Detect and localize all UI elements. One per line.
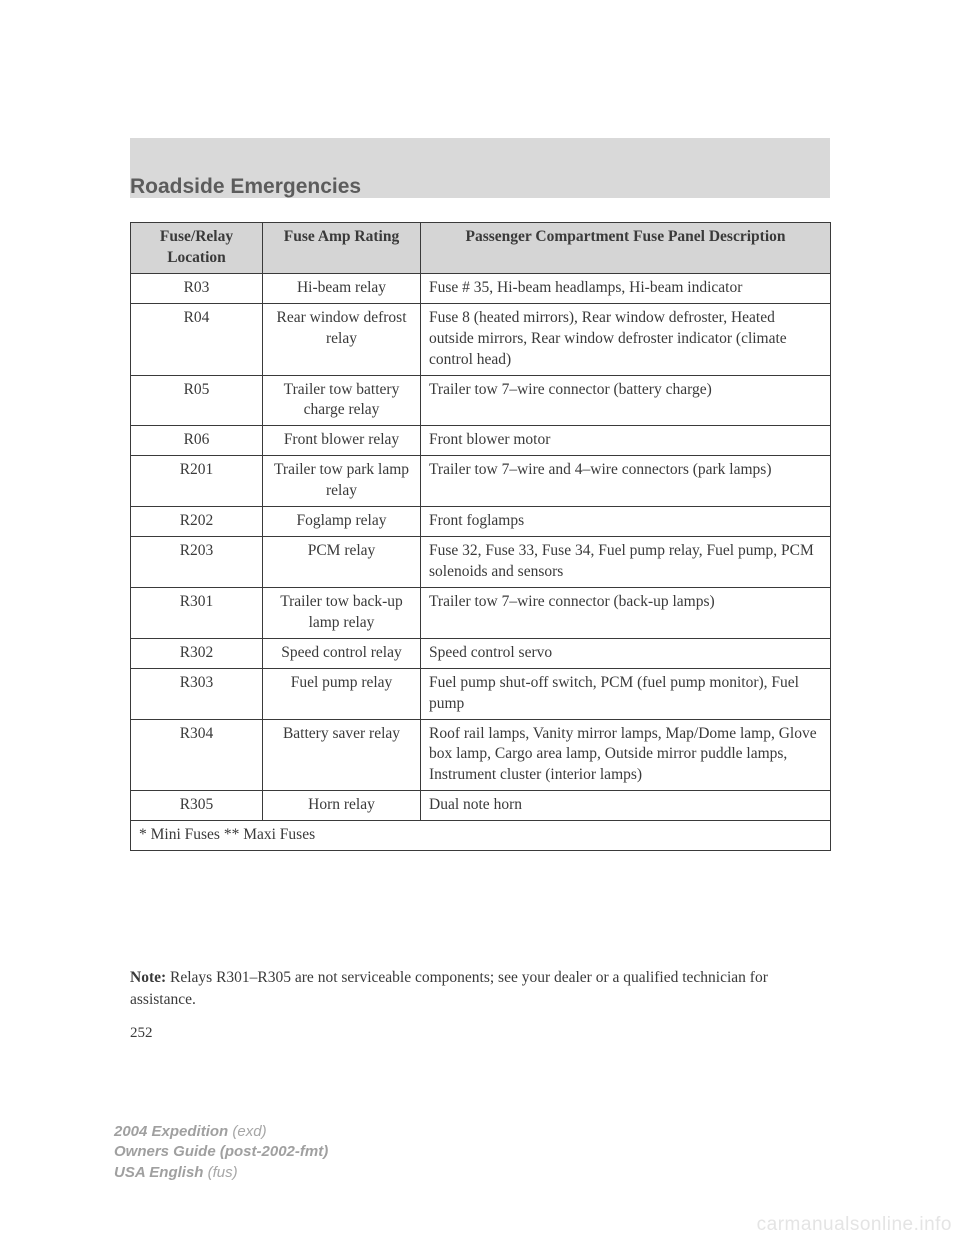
imprint-line3-rest: (fus) [203, 1164, 237, 1181]
table-header-row: Fuse/Relay Location Fuse Amp Rating Pass… [131, 223, 831, 274]
cell-location: R304 [131, 719, 263, 791]
cell-rating: Speed control relay [263, 638, 421, 668]
cell-location: R305 [131, 791, 263, 821]
cell-description: Fuse 8 (heated mirrors), Rear window def… [421, 303, 831, 375]
cell-location: R302 [131, 638, 263, 668]
table-row: R03Hi-beam relayFuse # 35, Hi-beam headl… [131, 273, 831, 303]
page-number: 252 [130, 1025, 153, 1042]
table-row: R04Rear window defrost relayFuse 8 (heat… [131, 303, 831, 375]
cell-description: Roof rail lamps, Vanity mirror lamps, Ma… [421, 719, 831, 791]
table-row: R304Battery saver relayRoof rail lamps, … [131, 719, 831, 791]
table-row: R302Speed control relaySpeed control ser… [131, 638, 831, 668]
table-row: R305Horn relayDual note horn [131, 791, 831, 821]
cell-description: Fuel pump shut-off switch, PCM (fuel pum… [421, 668, 831, 719]
col-header-description: Passenger Compartment Fuse Panel Descrip… [421, 223, 831, 274]
section-title: Roadside Emergencies [130, 175, 361, 199]
cell-location: R06 [131, 426, 263, 456]
cell-rating: Horn relay [263, 791, 421, 821]
imprint-line-1: 2004 Expedition (exd) [114, 1122, 328, 1142]
cell-description: Fuse # 35, Hi-beam headlamps, Hi-beam in… [421, 273, 831, 303]
cell-rating: Foglamp relay [263, 507, 421, 537]
imprint-line3-bold: USA English [114, 1164, 203, 1181]
cell-rating: PCM relay [263, 537, 421, 588]
table-row: R201Trailer tow park lamp relayTrailer t… [131, 456, 831, 507]
cell-rating: Rear window defrost relay [263, 303, 421, 375]
cell-location: R202 [131, 507, 263, 537]
cell-description: Speed control servo [421, 638, 831, 668]
table-row: R202Foglamp relayFront foglamps [131, 507, 831, 537]
cell-location: R04 [131, 303, 263, 375]
cell-rating: Hi-beam relay [263, 273, 421, 303]
table-row: R06Front blower relayFront blower motor [131, 426, 831, 456]
fuse-relay-table-wrap: Fuse/Relay Location Fuse Amp Rating Pass… [130, 222, 830, 851]
table-row: R05Trailer tow battery charge relayTrail… [131, 375, 831, 426]
cell-description: Front blower motor [421, 426, 831, 456]
cell-description: Dual note horn [421, 791, 831, 821]
imprint-line-3: USA English (fus) [114, 1163, 328, 1183]
cell-location: R03 [131, 273, 263, 303]
cell-rating: Battery saver relay [263, 719, 421, 791]
imprint-line2-bold: Owners Guide (post-2002-fmt) [114, 1143, 328, 1160]
col-header-location: Fuse/Relay Location [131, 223, 263, 274]
cell-rating: Trailer tow park lamp relay [263, 456, 421, 507]
cell-description: Fuse 32, Fuse 33, Fuse 34, Fuel pump rel… [421, 537, 831, 588]
cell-rating: Trailer tow battery charge relay [263, 375, 421, 426]
fuse-relay-table: Fuse/Relay Location Fuse Amp Rating Pass… [130, 222, 831, 851]
table-footer-cell: * Mini Fuses ** Maxi Fuses [131, 821, 831, 851]
cell-description: Front foglamps [421, 507, 831, 537]
cell-location: R301 [131, 587, 263, 638]
table-row: R301Trailer tow back-up lamp relayTraile… [131, 587, 831, 638]
note-text: Relays R301–R305 are not serviceable com… [130, 969, 768, 1008]
table-footer-row: * Mini Fuses ** Maxi Fuses [131, 821, 831, 851]
cell-location: R05 [131, 375, 263, 426]
imprint-block: 2004 Expedition (exd) Owners Guide (post… [114, 1122, 328, 1183]
cell-location: R203 [131, 537, 263, 588]
watermark-text: carmanualsonline.info [757, 1214, 952, 1236]
imprint-line1-bold: 2004 Expedition [114, 1123, 228, 1140]
cell-rating: Trailer tow back-up lamp relay [263, 587, 421, 638]
cell-location: R201 [131, 456, 263, 507]
note-paragraph: Note: Relays R301–R305 are not serviceab… [130, 967, 830, 1010]
cell-rating: Front blower relay [263, 426, 421, 456]
imprint-line-2: Owners Guide (post-2002-fmt) [114, 1142, 328, 1162]
cell-description: Trailer tow 7–wire connector (battery ch… [421, 375, 831, 426]
col-header-rating: Fuse Amp Rating [263, 223, 421, 274]
cell-rating: Fuel pump relay [263, 668, 421, 719]
cell-description: Trailer tow 7–wire connector (back-up la… [421, 587, 831, 638]
cell-location: R303 [131, 668, 263, 719]
table-row: R203PCM relayFuse 32, Fuse 33, Fuse 34, … [131, 537, 831, 588]
table-row: R303Fuel pump relayFuel pump shut-off sw… [131, 668, 831, 719]
cell-description: Trailer tow 7–wire and 4–wire connectors… [421, 456, 831, 507]
note-label: Note: [130, 969, 166, 986]
imprint-line1-rest: (exd) [228, 1123, 266, 1140]
